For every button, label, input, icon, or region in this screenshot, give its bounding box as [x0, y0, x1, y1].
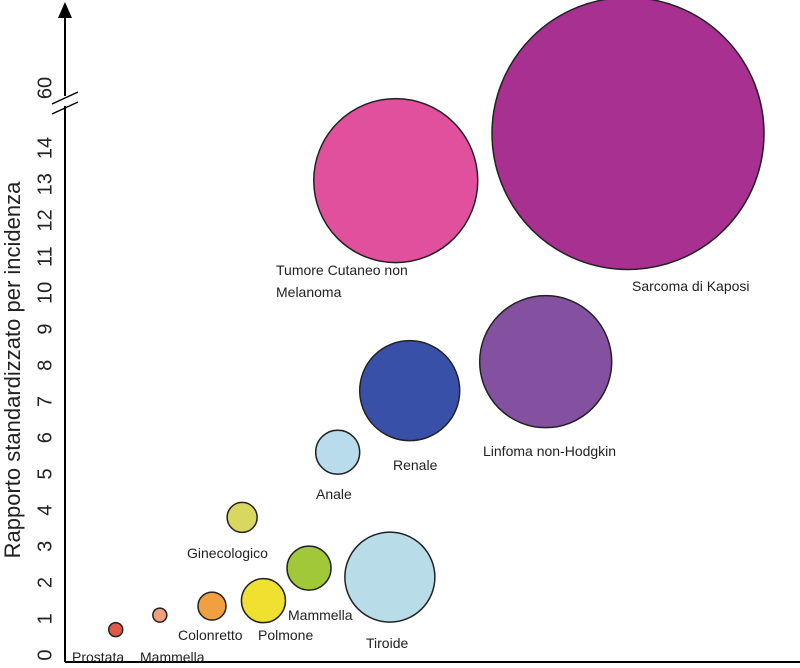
- y-tick-label: 11: [34, 246, 56, 267]
- bubble: [226, 501, 258, 534]
- bubble: [491, 0, 765, 271]
- axis-break: [51, 101, 79, 115]
- bubble: [358, 339, 461, 442]
- bubble-label: Linfoma non-Hodgkin: [483, 443, 617, 459]
- bubble-label: Mammella: [288, 607, 353, 623]
- y-tick-label: 6: [34, 432, 56, 443]
- bubble: [313, 97, 479, 264]
- bubble-label: Anale: [316, 486, 352, 502]
- bubble: [197, 591, 227, 621]
- y-tick-label: 3: [34, 541, 56, 552]
- y-tick-label: 10: [34, 282, 56, 304]
- y-tick-label: 14: [34, 137, 56, 159]
- y-tick-label: 2: [34, 577, 56, 588]
- y-tick-label: 9: [34, 324, 56, 335]
- bubble: [478, 294, 613, 429]
- y-tick-label: 4: [34, 505, 56, 516]
- y-tick-label: 12: [34, 209, 56, 231]
- y-axis-label: Rapporto standardizzato per incidenza: [0, 181, 25, 558]
- y-tick-label: 13: [34, 173, 56, 195]
- bubble: [344, 531, 436, 623]
- bubble-label: Tiroide: [366, 635, 409, 651]
- y-tick-label: 0: [34, 649, 56, 660]
- bubble-label: Colonretto: [178, 627, 243, 643]
- y-tick-label: 60: [34, 77, 56, 99]
- bubble-label: Prostata: [72, 649, 125, 665]
- y-tick-label: 7: [34, 396, 56, 407]
- y-axis-arrow: [58, 2, 72, 18]
- bubble: [152, 607, 168, 623]
- y-tick-label: 8: [34, 360, 56, 371]
- bubble: [286, 545, 332, 591]
- bubble-label: Tumore Cutaneo non Melanoma: [276, 262, 408, 300]
- axis-break-gap: [55, 96, 75, 106]
- y-tick-label: 5: [34, 468, 56, 479]
- bubble-label: Ginecologico: [187, 545, 268, 561]
- y-tick-label: 1: [34, 613, 56, 624]
- axis-break: [51, 91, 79, 105]
- bubble: [240, 577, 287, 624]
- bubble-label: Renale: [393, 457, 438, 473]
- bubble-label: Sarcoma di Kaposi: [632, 278, 750, 294]
- bubble: [107, 621, 124, 638]
- bubble-label: Polmone: [258, 627, 314, 643]
- bubble-label: Mammella: [140, 649, 205, 665]
- bubble: [314, 429, 361, 475]
